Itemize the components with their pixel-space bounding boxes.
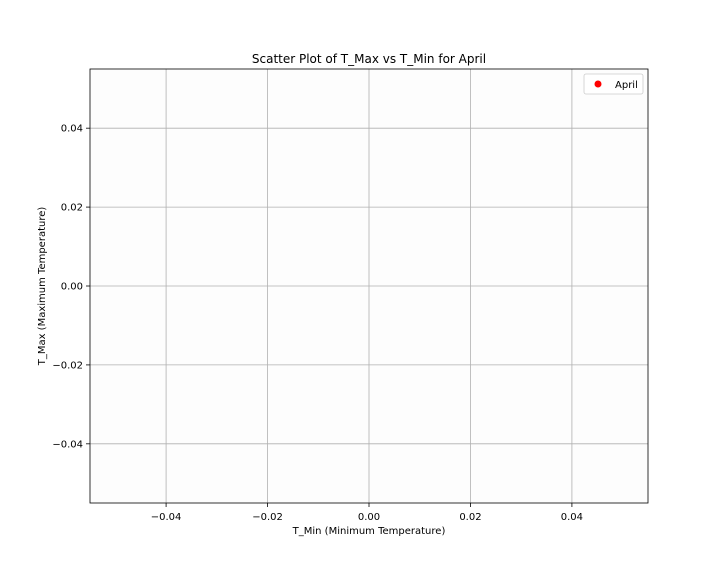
x-axis-label: T_Min (Minimum Temperature)	[292, 526, 446, 537]
y-axis-label: T_Max (Maximum Temperature)	[37, 207, 48, 367]
axis-ticks: −0.04 −0.02 0.00 0.02 0.04 −0.04 −0.02 0.00 0.02…	[52, 124, 583, 523]
x-tick-label: 0.04	[561, 512, 583, 523]
y-tick-label: 0.00	[61, 282, 83, 293]
grid-lines	[90, 69, 648, 503]
x-tick-label: 0.02	[459, 512, 481, 523]
legend-box	[583, 73, 644, 95]
chart-title: Scatter Plot of T_Max vs T_Min for April	[252, 52, 486, 66]
legend: April	[583, 73, 644, 95]
y-tick-label: −0.04	[52, 439, 83, 450]
x-tick-label: −0.04	[151, 512, 182, 523]
legend-marker	[594, 80, 602, 88]
y-tick-label: 0.04	[61, 124, 83, 135]
x-tick-label: −0.02	[252, 512, 283, 523]
legend-label: April	[615, 80, 638, 91]
y-tick-label: 0.02	[61, 203, 83, 214]
y-tick-label: −0.02	[52, 360, 83, 371]
x-tick-label: 0.00	[358, 512, 380, 523]
